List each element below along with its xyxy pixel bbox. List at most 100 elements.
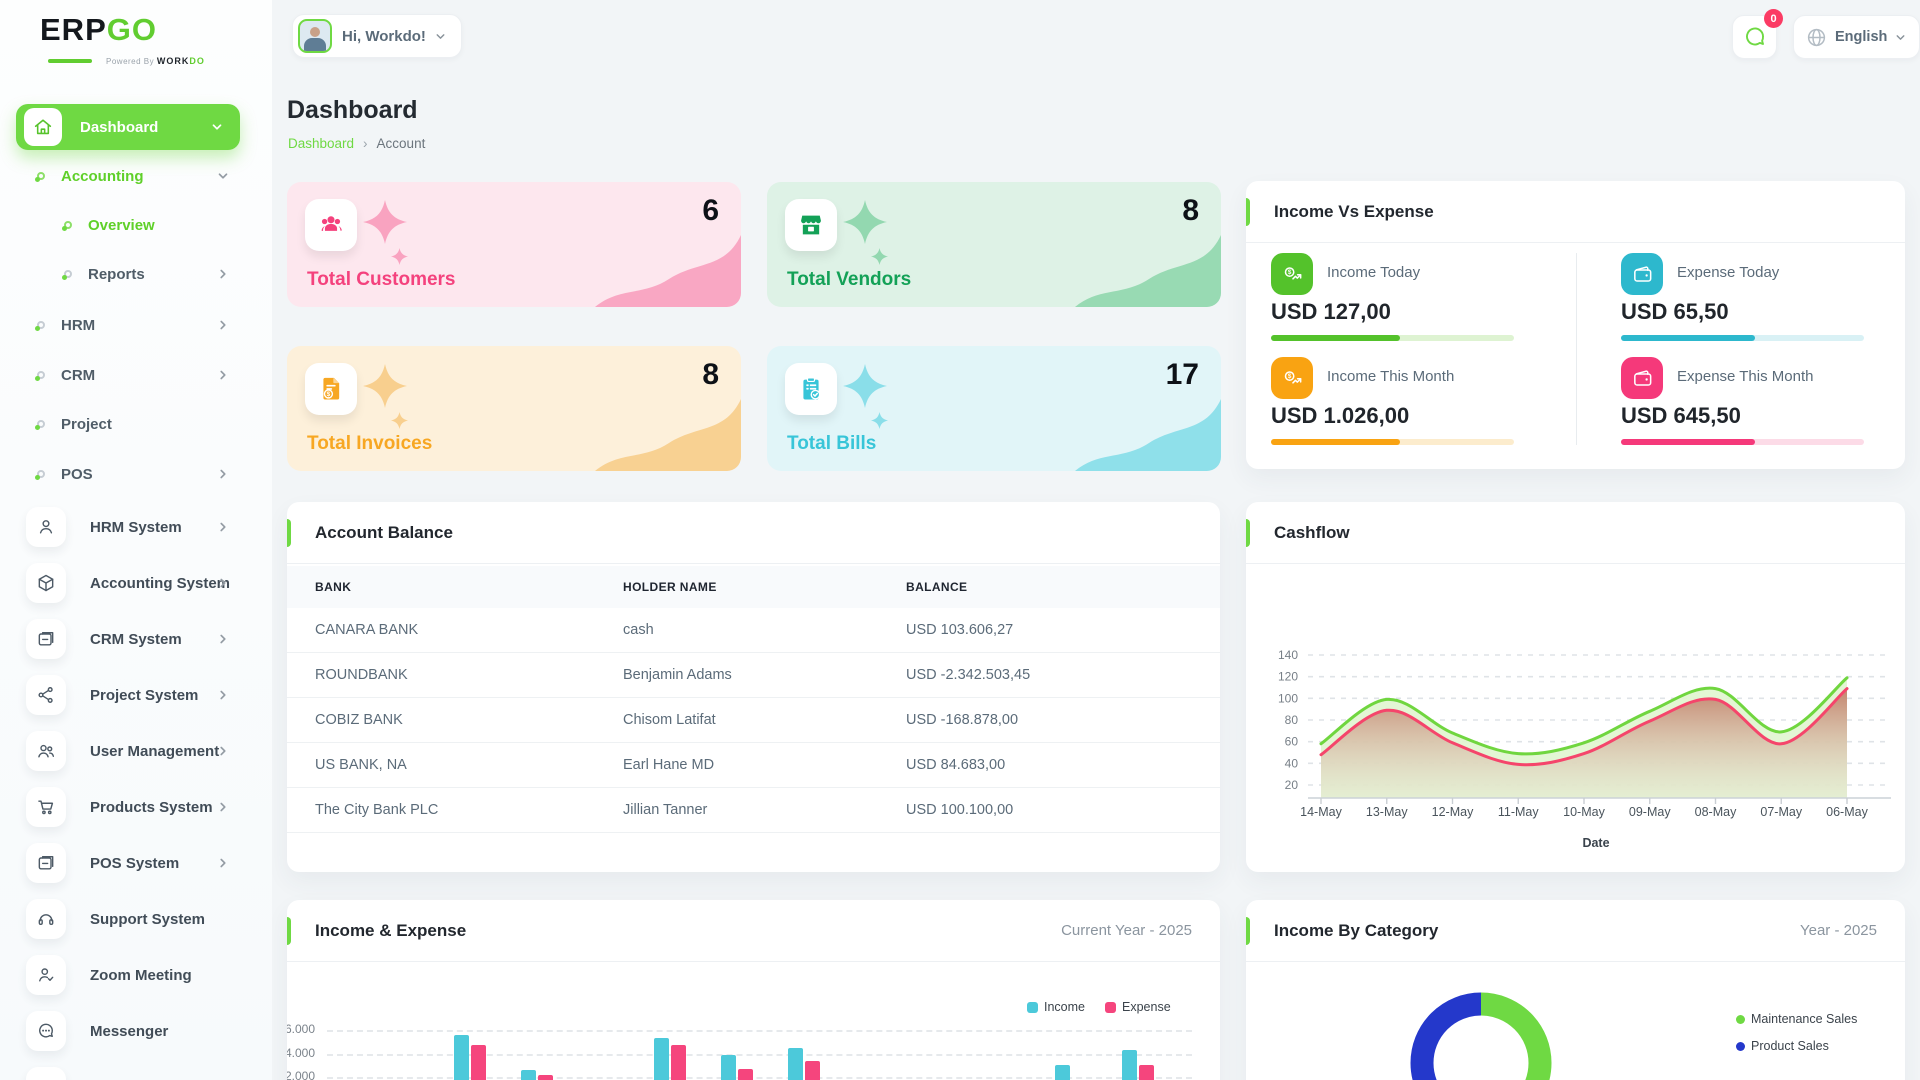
sidebar-item-overview[interactable]: Overview: [0, 205, 272, 245]
chevron-down-icon: [216, 169, 230, 183]
cell-balance: USD 84.683,00: [906, 757, 1006, 773]
wave-decoration: [1075, 235, 1221, 307]
panel-title: Income By Category: [1274, 920, 1439, 940]
legend-swatch: [1027, 1001, 1038, 1013]
stat-card-total-customers[interactable]: 6 Total Customers: [287, 182, 741, 307]
sidebar-item-notification-template[interactable]: Notification Template: [0, 1063, 272, 1080]
cell-bank: COBIZ BANK: [315, 712, 403, 728]
chevron-right-icon: [216, 467, 230, 481]
sidebar-item-label: Accounting System: [90, 574, 231, 592]
sidebar-item-reports[interactable]: Reports: [0, 254, 272, 294]
bullet-icon: [62, 221, 72, 231]
user-menu-button[interactable]: Hi, Workdo!: [292, 14, 462, 58]
stat-card-total-invoices[interactable]: $ 8 Total Invoices: [287, 346, 741, 471]
stat-card-total-vendors[interactable]: 8 Total Vendors: [767, 182, 1221, 307]
sidebar-item-label: Dashboard: [80, 118, 159, 136]
gridline: [327, 1053, 1192, 1056]
chevron-down-icon: [1894, 31, 1907, 44]
sidebar-item-pos-system[interactable]: POS System: [0, 839, 272, 887]
sidebar-item-accounting-system[interactable]: Accounting System: [0, 559, 272, 607]
stat-card-total-bills[interactable]: 17 Total Bills: [767, 346, 1221, 471]
brand-logo-erp: ERP: [40, 12, 107, 47]
y-axis-label: 4.000: [287, 1045, 315, 1060]
person-check-icon: [26, 955, 66, 995]
sidebar-item-pos[interactable]: POS: [0, 454, 272, 494]
panel-header: Account Balance: [287, 502, 1220, 564]
chevron-down-icon: [434, 30, 447, 43]
cell-holder: Jillian Tanner: [623, 802, 708, 818]
svg-text:$: $: [327, 391, 331, 398]
sparkle-icon: [391, 412, 408, 434]
cube-icon: [26, 563, 66, 603]
bar-income-jul: [787, 1047, 803, 1080]
sidebar-item-project-system[interactable]: Project System: [0, 671, 272, 719]
language-selector[interactable]: English: [1793, 15, 1920, 59]
notifications-button[interactable]: 0: [1732, 9, 1783, 59]
stat-value: 17: [1165, 358, 1199, 391]
sidebar-item-zoom-meeting[interactable]: Zoom Meeting: [0, 951, 272, 999]
svg-text:20: 20: [1285, 778, 1299, 792]
table-row[interactable]: US BANK, NA Earl Hane MD USD 84.683,00: [287, 743, 1220, 788]
metric-value: USD 65,50: [1621, 299, 1729, 324]
stat-value: 8: [702, 358, 719, 391]
panel-header: Income & Expense Current Year - 2025: [287, 900, 1220, 962]
breadcrumb-dashboard[interactable]: Dashboard: [288, 136, 355, 151]
sidebar-item-products-system[interactable]: Products System: [0, 783, 272, 831]
sparkle-icon: [871, 412, 888, 434]
sidebar-item-crm-system[interactable]: CRM System: [0, 615, 272, 663]
wave-decoration: [595, 399, 741, 471]
sparkle-icon: [363, 200, 407, 249]
sidebar-item-accounting[interactable]: Accounting: [0, 156, 272, 196]
chevron-right-icon: [216, 744, 230, 758]
bar-expense-dec: [1138, 1065, 1154, 1080]
metric-label: Income This Month: [1327, 368, 1455, 385]
sidebar-item-messenger[interactable]: Messenger: [0, 1007, 272, 1055]
money-icon: $: [1271, 357, 1313, 399]
table-row[interactable]: CANARA BANK cash USD 103.606,27: [287, 608, 1220, 653]
panel-period: Year - 2025: [1799, 922, 1877, 939]
table-row[interactable]: COBIZ BANK Chisom Latifat USD -168.878,0…: [287, 698, 1220, 743]
metric-label: Income Today: [1327, 264, 1421, 281]
chevron-right-icon: [216, 576, 230, 590]
svg-text:11-May: 11-May: [1498, 805, 1540, 819]
cell-holder: Benjamin Adams: [623, 667, 732, 683]
metric-value: USD 645,50: [1621, 403, 1741, 428]
panel-header: Income Vs Expense: [1246, 181, 1905, 243]
sidebar-item-label: POS System: [90, 854, 180, 872]
income-expense-bar-chart: 6.000 4.000 2.000 Income Expense: [287, 962, 1220, 1080]
bar-income-feb: [453, 1034, 469, 1080]
svg-text:08-May: 08-May: [1695, 805, 1737, 819]
bullet-icon: [35, 371, 45, 381]
sidebar-item-crm[interactable]: CRM: [0, 355, 272, 395]
stat-label: Total Customers: [307, 269, 456, 290]
cell-bank: ROUNDBANK: [315, 667, 408, 683]
sidebar-item-user-management[interactable]: User Management: [0, 727, 272, 775]
income-vs-expense-panel: Income Vs Expense $ Income Today USD 127…: [1246, 181, 1905, 469]
sidebar-item-label: Messenger: [90, 1022, 169, 1040]
svg-text:$: $: [1287, 269, 1291, 276]
sidebar-item-project[interactable]: Project: [0, 404, 272, 444]
sidebar-item-hrm[interactable]: HRM: [0, 305, 272, 345]
svg-text:Date: Date: [1582, 836, 1609, 850]
column-holder-name: HOLDER NAME: [623, 580, 717, 594]
chevron-down-icon: [210, 120, 224, 134]
stat-label: Total Vendors: [787, 269, 912, 290]
sidebar-item-support-system[interactable]: Support System: [0, 895, 272, 943]
language-label: English: [1835, 29, 1888, 45]
brand-logo[interactable]: ERPGO: [40, 12, 157, 48]
bell-icon: [26, 1067, 66, 1080]
table-row[interactable]: ROUNDBANK Benjamin Adams USD -2.342.503,…: [287, 653, 1220, 698]
bar-expense-mar: [537, 1074, 553, 1080]
table-row[interactable]: The City Bank PLC Jillian Tanner USD 100…: [287, 788, 1220, 833]
sidebar-item-label: User Management: [90, 742, 220, 760]
sidebar-item-label: POS: [61, 465, 93, 483]
stat-label: Total Invoices: [307, 433, 433, 454]
cell-holder: Chisom Latifat: [623, 712, 716, 728]
sidebar: ERPGO Powered By WORKDO Dashboard Accoun…: [0, 0, 272, 1080]
brand-tagline: Powered By WORKDO: [48, 56, 228, 66]
chevron-right-icon: [216, 318, 230, 332]
sidebar-item-dashboard[interactable]: Dashboard: [16, 104, 240, 150]
sidebar-item-hrm-system[interactable]: HRM System: [0, 503, 272, 551]
metric-progress: [1271, 335, 1514, 341]
card-icon: [26, 843, 66, 883]
